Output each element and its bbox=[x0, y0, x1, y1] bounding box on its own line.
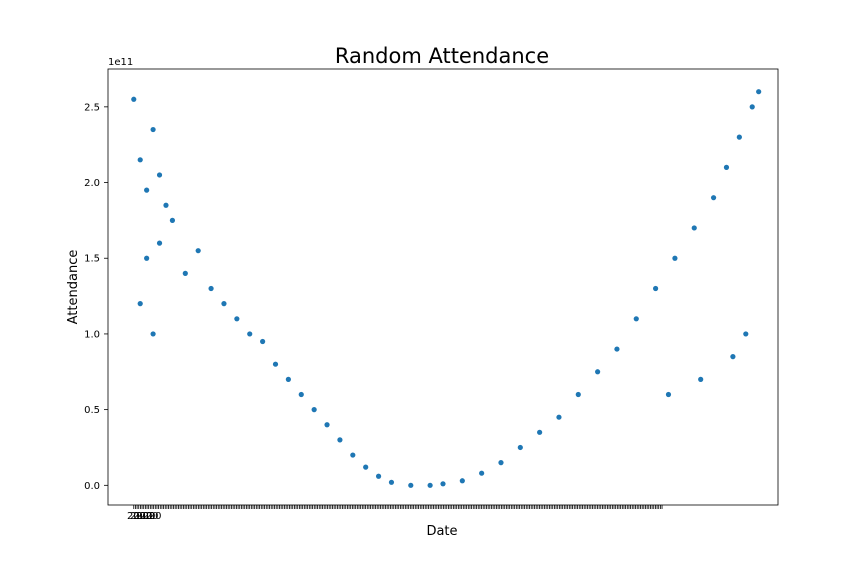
data-point bbox=[208, 285, 214, 292]
data-point bbox=[350, 452, 356, 458]
y-tick-label: 0.5 bbox=[84, 405, 100, 416]
data-point bbox=[150, 331, 156, 337]
y-tick-label: 2.5 bbox=[84, 102, 100, 113]
data-point bbox=[144, 255, 150, 261]
data-point bbox=[756, 89, 762, 95]
y-tick-label: 2.0 bbox=[84, 178, 100, 189]
data-point bbox=[459, 478, 465, 484]
x-tick-label: 2020 bbox=[130, 511, 155, 522]
data-point bbox=[595, 369, 601, 375]
y-tick-label: 1.0 bbox=[84, 329, 100, 340]
chart-title: Random Attendance bbox=[335, 44, 549, 68]
data-point bbox=[137, 157, 143, 163]
data-point bbox=[537, 429, 543, 435]
data-point bbox=[169, 217, 176, 223]
data-point bbox=[556, 414, 562, 420]
data-point bbox=[427, 482, 433, 488]
y-axis-ticks: 0.0 0.5 1.0 1.5 2.0 2.5 bbox=[84, 102, 108, 492]
data-point bbox=[375, 473, 382, 479]
plot-area bbox=[107, 68, 779, 506]
data-point bbox=[723, 164, 730, 170]
data-point bbox=[163, 202, 169, 208]
data-point bbox=[272, 361, 279, 367]
data-point bbox=[150, 126, 156, 133]
x-tick-label: 2020 bbox=[133, 511, 158, 522]
data-point bbox=[633, 316, 639, 322]
y-tick-label: 0.0 bbox=[84, 481, 100, 492]
data-point bbox=[749, 104, 755, 110]
data-point bbox=[156, 240, 163, 246]
y-offset-text: 1e11 bbox=[108, 57, 133, 68]
data-point bbox=[137, 301, 143, 307]
data-point bbox=[479, 470, 485, 476]
data-point bbox=[665, 391, 672, 398]
x-axis-label: Date bbox=[426, 524, 457, 539]
data-point bbox=[324, 422, 330, 428]
data-point bbox=[736, 134, 742, 140]
x-tick-label: 2020 bbox=[136, 511, 161, 522]
data-point bbox=[195, 248, 201, 254]
data-point bbox=[691, 225, 697, 231]
data-point bbox=[156, 172, 163, 178]
data-point bbox=[710, 195, 717, 201]
data-point bbox=[743, 331, 749, 337]
data-point bbox=[388, 479, 395, 485]
data-point bbox=[363, 464, 369, 470]
data-point bbox=[653, 285, 659, 292]
data-point bbox=[247, 331, 253, 337]
data-point bbox=[131, 96, 137, 102]
data-point bbox=[614, 346, 620, 352]
data-point bbox=[517, 444, 523, 451]
y-axis-label: Attendance bbox=[66, 250, 81, 325]
data-point bbox=[672, 255, 678, 261]
data-point bbox=[260, 338, 266, 345]
data-points bbox=[131, 89, 762, 488]
data-point bbox=[144, 187, 150, 193]
data-point bbox=[234, 316, 240, 322]
data-point bbox=[730, 354, 736, 360]
data-point bbox=[182, 270, 188, 276]
data-point bbox=[498, 460, 504, 466]
data-point bbox=[285, 376, 291, 382]
data-point bbox=[575, 391, 581, 398]
y-tick-label: 1.5 bbox=[84, 254, 100, 265]
data-point bbox=[298, 391, 304, 398]
data-point bbox=[221, 301, 227, 307]
data-point bbox=[440, 481, 446, 487]
data-point bbox=[337, 437, 343, 443]
x-tick-label: 2020 bbox=[127, 511, 152, 522]
data-point bbox=[408, 482, 414, 488]
data-point bbox=[698, 376, 704, 382]
data-point bbox=[311, 407, 317, 413]
